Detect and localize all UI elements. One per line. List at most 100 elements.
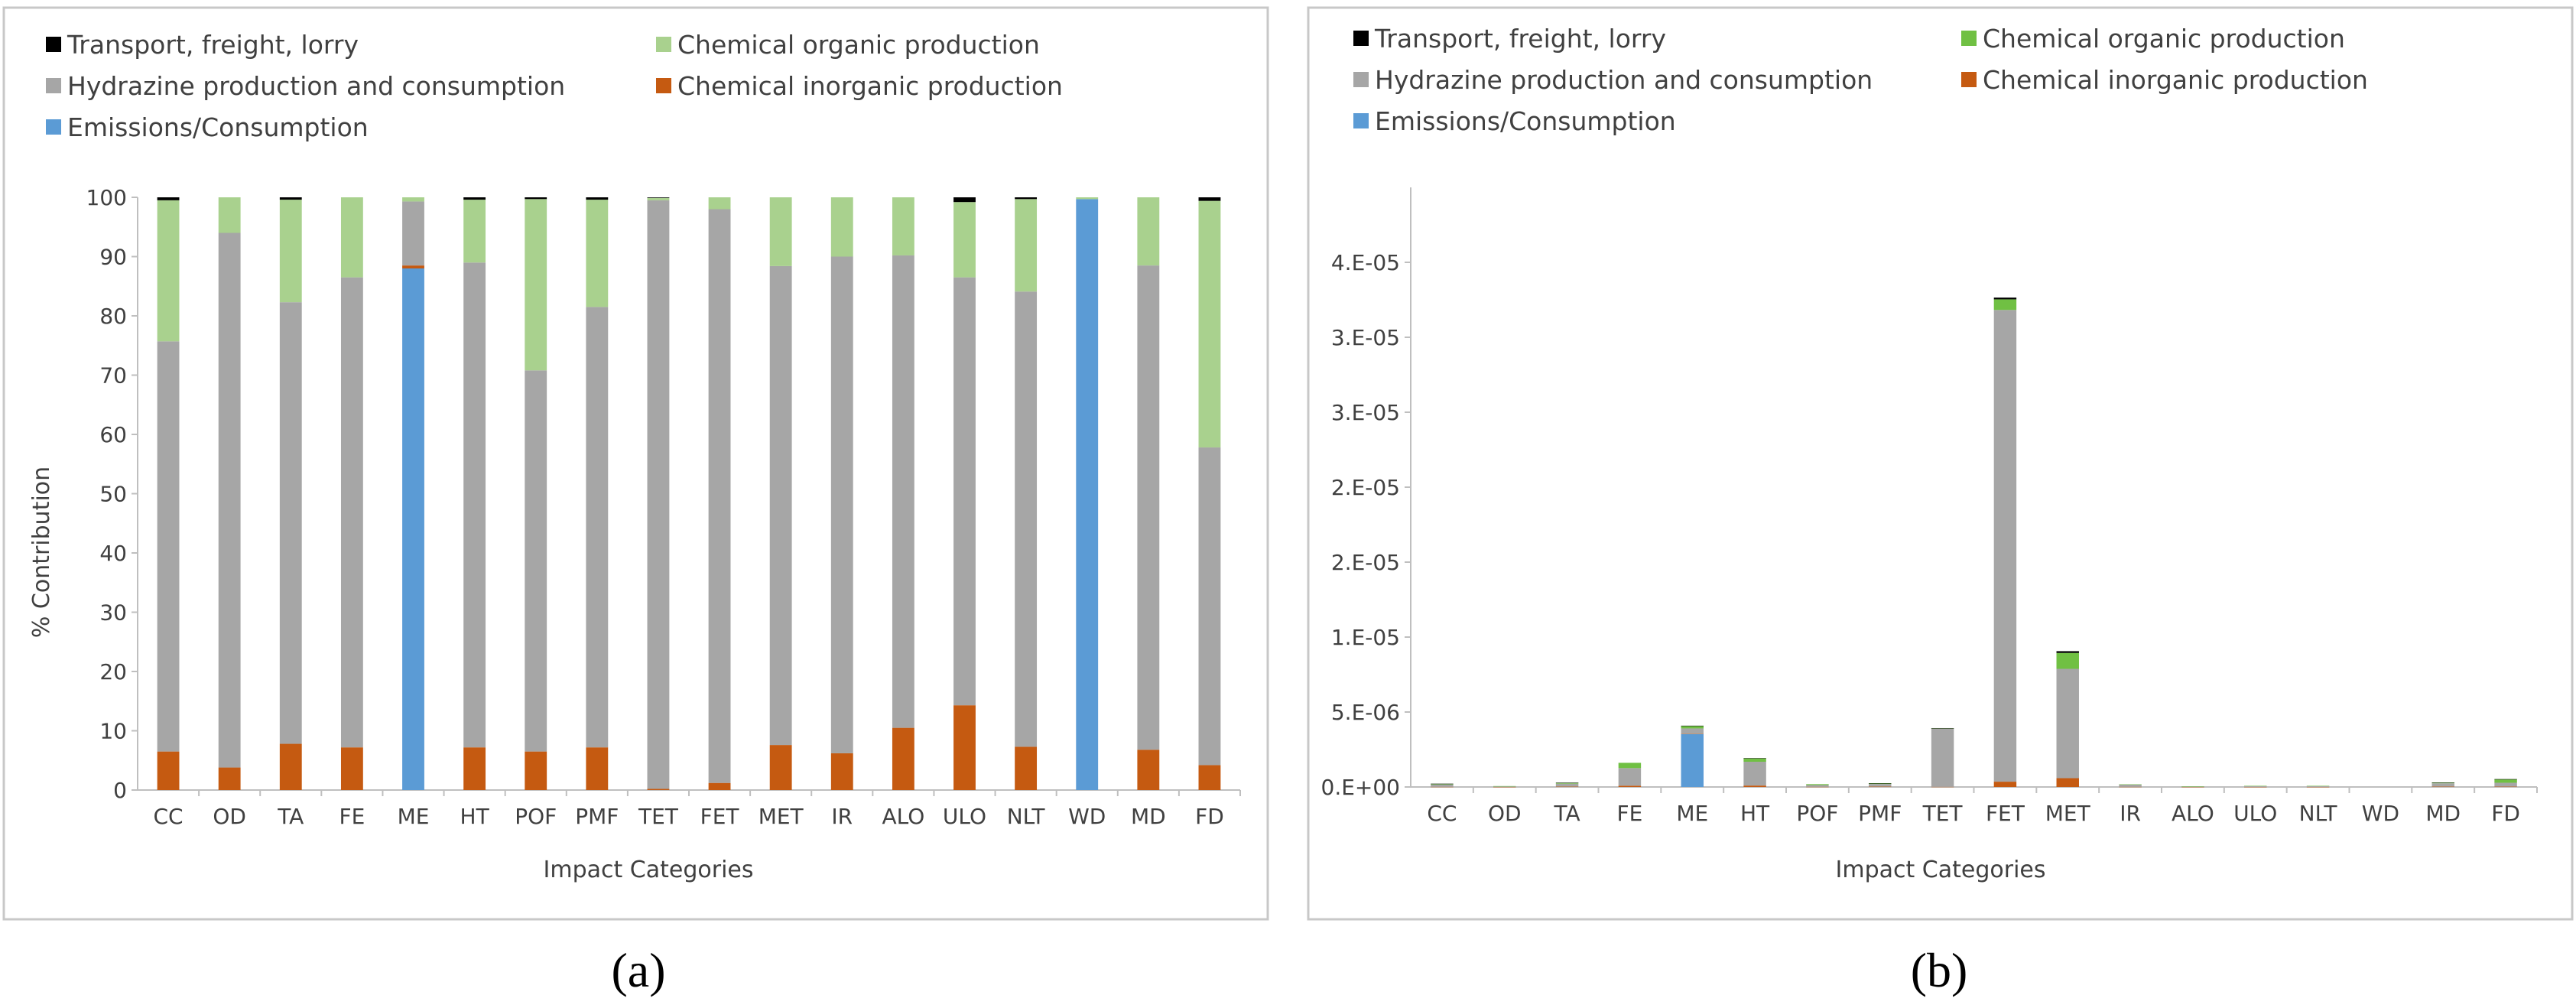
- bar-segment-met-inorganic: [2056, 778, 2079, 787]
- bar-segment-ulo-organic_b: [2244, 785, 2267, 787]
- bar-segment-fet-inorganic: [708, 782, 731, 790]
- bars-b: [1431, 298, 2517, 788]
- x-tick-label-ht: HT: [1740, 801, 1770, 826]
- bar-segment-tet-transport: [647, 197, 670, 198]
- bar-segment-fe-inorganic: [340, 747, 363, 790]
- x-tick-label-alo: ALO: [2172, 801, 2214, 826]
- bar-segment-tet-inorganic: [647, 789, 670, 790]
- bar-segment-ta-hydrazine: [279, 302, 302, 744]
- bar-segment-fet-organic_b: [1993, 299, 2017, 311]
- bar-segment-ir-inorganic: [2119, 786, 2142, 788]
- bar-segment-nlt-organic_a: [1015, 199, 1038, 292]
- x-tick-label-fd: FD: [1195, 804, 1224, 829]
- bar-segment-fe-inorganic: [1618, 785, 1642, 787]
- bar-segment-ulo-transport: [953, 197, 976, 203]
- bar-segment-pmf-hydrazine: [586, 307, 609, 748]
- y-tick-label: 100: [86, 185, 127, 210]
- legend-label-inorganic: Chemical inorganic production: [1983, 65, 2368, 95]
- bar-segment-pof-organic_b: [1806, 784, 1829, 785]
- x-tick-label-fet: FET: [1986, 801, 2025, 826]
- y-tick-label: 3.E-05: [1331, 325, 1400, 350]
- bar-segment-od-inorganic: [1493, 786, 1516, 788]
- x-tick-label-alo: ALO: [882, 804, 924, 829]
- x-tick-label-cc: CC: [154, 804, 184, 829]
- bar-segment-met-hydrazine: [2056, 668, 2079, 779]
- bar-segment-fe-organic_b: [1618, 763, 1642, 769]
- bar-segment-ta-transport: [1555, 782, 1579, 783]
- bar-segment-alo-inorganic: [2181, 786, 2204, 788]
- x-tick-label-pmf: PMF: [575, 804, 619, 829]
- bar-segment-fd-inorganic: [2494, 786, 2517, 788]
- bar-segment-ta-organic_b: [1555, 782, 1579, 784]
- bar-segment-fe-hydrazine: [340, 277, 363, 748]
- bar-segment-alo-organic_b: [2181, 786, 2204, 787]
- bar-segment-od-organic_b: [1493, 785, 1516, 787]
- bar-segment-met-hydrazine: [769, 265, 792, 746]
- bar-segment-ta-inorganic: [279, 743, 302, 790]
- bar-segment-alo-organic_a: [892, 197, 914, 255]
- x-tick-label-fet: FET: [700, 804, 740, 829]
- bar-segment-me-emissions: [402, 268, 424, 790]
- bar-segment-od-inorganic: [218, 767, 241, 790]
- x-tick-label-wd: WD: [2362, 801, 2399, 826]
- bar-segment-fet-transport: [1993, 298, 2017, 300]
- bar-segment-tet-organic_a: [647, 197, 670, 200]
- x-tick-label-ir: IR: [831, 804, 853, 829]
- bar-segment-ulo-inorganic: [953, 705, 976, 790]
- y-tick-label: 2.E-05: [1331, 550, 1400, 575]
- bar-segment-od-organic_a: [218, 197, 241, 233]
- y-tick-label: 0: [113, 778, 127, 803]
- bar-segment-me-hydrazine: [402, 201, 424, 266]
- x-axis-b: CC OD TA FE ME HT POF PMF TET FET MET IR ALO ULO NLT WD…: [1427, 787, 2538, 826]
- x-tick-label-pmf: PMF: [1858, 801, 1902, 826]
- bar-segment-tet-inorganic: [1931, 786, 1954, 788]
- legend-swatch-organic: [656, 37, 671, 52]
- x-tick-label-wd: WD: [1068, 804, 1106, 829]
- bar-segment-pof-hydrazine: [1806, 785, 1829, 787]
- legend-label-inorganic: Chemical inorganic production: [677, 71, 1063, 101]
- bar-segment-cc-organic_a: [157, 200, 180, 342]
- bar-segment-met-transport: [2056, 651, 2079, 653]
- x-tick-label-cc: CC: [1427, 801, 1457, 826]
- bar-segment-met-organic_a: [769, 197, 792, 266]
- bar-segment-ta-organic_a: [279, 200, 302, 303]
- panel-label-b: (b): [1911, 943, 1968, 997]
- x-tick-label-met: MET: [2045, 801, 2091, 826]
- bar-segment-pmf-inorganic: [586, 747, 609, 790]
- bar-segment-cc-transport: [157, 197, 180, 200]
- bar-segment-me-transport: [1681, 725, 1704, 727]
- panel-label-a: (a): [611, 943, 665, 997]
- bar-segment-me-organic_a: [402, 197, 424, 202]
- x-tick-label-ir: IR: [2120, 801, 2141, 826]
- y-tick-label: 3.E-05: [1331, 400, 1400, 425]
- bar-segment-fd-transport: [2494, 779, 2517, 780]
- x-tick-label-pof: POF: [1796, 801, 1838, 826]
- bar-segment-pof-inorganic: [1806, 786, 1829, 788]
- bar-segment-md-inorganic: [1137, 749, 1160, 790]
- y-tick-label: 10: [99, 719, 127, 744]
- x-tick-label-met: MET: [759, 804, 804, 829]
- bar-segment-ht-transport: [463, 197, 486, 200]
- legend-label-organic: Chemical organic production: [677, 30, 1040, 60]
- bar-segment-ht-transport: [1743, 758, 1766, 759]
- legend-swatch-inorganic: [1961, 72, 1977, 87]
- bar-segment-nlt-transport: [1015, 197, 1038, 200]
- bar-segment-met-inorganic: [769, 745, 792, 790]
- bar-segment-pof-hydrazine: [525, 370, 547, 752]
- bar-segment-wd-organic_a: [1076, 197, 1099, 200]
- x-tick-label-ta: TA: [1554, 801, 1580, 826]
- bar-segment-ulo-inorganic: [2244, 786, 2267, 788]
- x-tick-label-me: ME: [1676, 801, 1708, 826]
- chart-panel-b: Transport, freight, lorry Chemical organ…: [1307, 6, 2574, 921]
- legend-label-hydrazine: Hydrazine production and consumption: [1375, 65, 1873, 95]
- legend-label-transport: Transport, freight, lorry: [1374, 24, 1666, 54]
- bar-segment-ir-hydrazine: [2119, 785, 2142, 787]
- bar-segment-ht-organic_a: [463, 200, 486, 263]
- bar-segment-od-hydrazine: [218, 232, 241, 768]
- bar-segment-ulo-hydrazine: [2244, 785, 2267, 787]
- legend-swatch-inorganic: [656, 78, 671, 93]
- bar-segment-od-hydrazine: [1493, 785, 1516, 787]
- bar-segment-md-hydrazine: [1137, 265, 1160, 750]
- x-tick-label-md: MD: [2425, 801, 2461, 826]
